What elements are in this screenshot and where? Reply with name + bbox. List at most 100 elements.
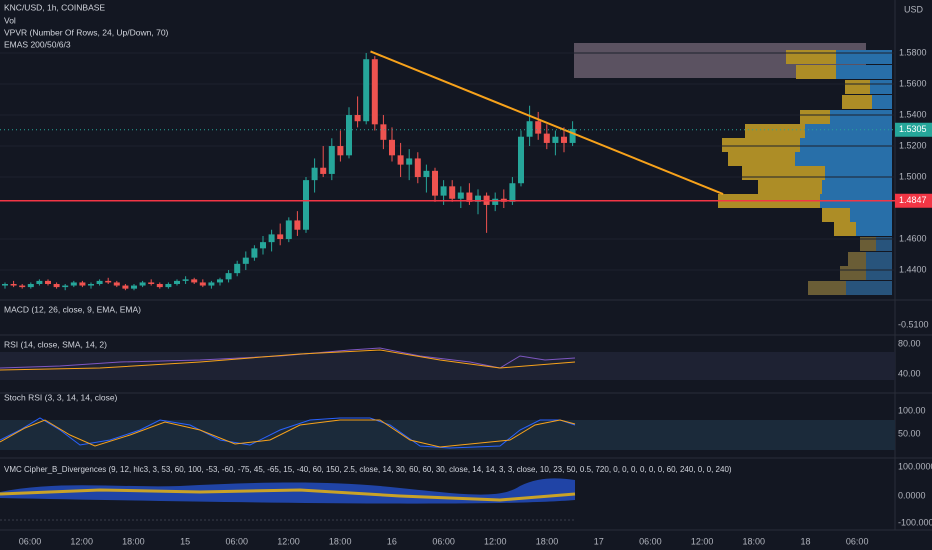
y-tick-label: 1.5800: [899, 47, 927, 57]
pane-scale: 50.00: [898, 428, 921, 438]
candle-body: [10, 283, 17, 286]
candle-body: [165, 283, 172, 288]
candle-body: [225, 273, 232, 280]
profile-row: [800, 138, 892, 152]
pane-scale: 0.0000: [898, 490, 926, 500]
time-label: 18: [800, 536, 810, 546]
currency: USD: [904, 4, 924, 14]
trendline: [370, 50, 724, 196]
candle-body: [88, 283, 94, 286]
profile-row: [842, 95, 872, 109]
profile-row: [786, 50, 836, 64]
candle-body: [509, 183, 516, 202]
pane-title: MACD (12, 26, close, 9, EMA, EMA): [4, 304, 141, 314]
time-label: 18:00: [329, 536, 352, 546]
profile-row: [876, 237, 892, 251]
profile-row: [796, 65, 836, 79]
candle-body: [62, 285, 69, 288]
candle-body: [363, 59, 370, 122]
profile-row: [745, 124, 805, 138]
candle-body: [526, 121, 533, 137]
candle-body: [2, 283, 8, 286]
indicator-label: EMAS 200/50/6/3: [4, 39, 71, 49]
stoch-band: [0, 420, 895, 450]
y-tick-label: 1.4400: [899, 264, 927, 274]
candle-body: [251, 248, 258, 258]
symbol: KNC/USD, 1h, COINBASE: [4, 2, 105, 12]
time-label: 12:00: [484, 536, 507, 546]
candle-body: [217, 279, 223, 283]
candle-body: [354, 115, 361, 122]
candle-body: [337, 146, 344, 156]
profile-row: [836, 65, 892, 79]
candle-body: [320, 167, 327, 174]
y-tick-label: 1.5000: [899, 171, 927, 181]
y-tick-label: 1.5400: [899, 109, 927, 119]
price-tag-label: 1.4847: [899, 195, 927, 205]
pane-scale: 100.00: [898, 405, 926, 415]
candle-body: [131, 285, 137, 289]
pane-title: VMC Cipher_B_Divergences (9, 12, hlc3, 3…: [4, 465, 732, 474]
profile-row: [830, 110, 892, 124]
candle-body: [208, 282, 215, 286]
profile-row: [845, 80, 870, 94]
candle-body: [36, 280, 43, 284]
indicator-label: VPVR (Number Of Rows, 24, Up/Down, 70): [4, 27, 169, 37]
profile-row: [872, 95, 892, 109]
money-flow: [0, 488, 576, 502]
profile-row: [808, 281, 846, 295]
profile-row: [742, 166, 825, 180]
pane-scale: 100.0000: [898, 461, 932, 471]
candle-body: [397, 155, 404, 165]
profile-row: [846, 281, 892, 295]
profile-row: [866, 266, 892, 280]
time-label: 06:00: [226, 536, 249, 546]
y-tick-label: 1.5200: [899, 140, 927, 150]
candle-body: [294, 220, 301, 230]
candle-body: [432, 170, 438, 196]
pane-scale: -0.5100: [898, 319, 929, 329]
time-label: 18:00: [743, 536, 766, 546]
candle-body: [389, 139, 395, 156]
pane-scale: -100.0000: [898, 517, 932, 527]
price-tag: [895, 193, 932, 208]
pane-title: RSI (14, close, SMA, 14, 2): [4, 339, 107, 349]
time-label: 06:00: [432, 536, 455, 546]
candle-body: [53, 283, 60, 288]
profile-row: [870, 80, 892, 94]
pane-title: Stoch RSI (3, 3, 14, 14, close): [4, 392, 118, 402]
price-tag: [895, 122, 932, 137]
candle-body: [113, 282, 120, 286]
time-label: 18:00: [536, 536, 559, 546]
rsi-ma: [0, 349, 576, 371]
candle-body: [70, 282, 77, 286]
candle-body: [27, 283, 34, 288]
stoch-d: [0, 419, 576, 448]
candle-body: [492, 198, 499, 205]
candle-body: [475, 195, 481, 202]
time-label: 12:00: [277, 536, 300, 546]
candle-body: [328, 146, 335, 174]
profile-row: [848, 252, 866, 266]
candle-body: [440, 186, 447, 196]
candle-body: [122, 285, 129, 289]
profile-row: [805, 124, 892, 138]
candle-body: [156, 283, 163, 288]
profile-row: [850, 208, 892, 222]
profile-row: [834, 222, 856, 236]
profile-row: [758, 180, 822, 194]
price-pane: [0, 50, 895, 291]
time-label: 15: [180, 536, 190, 546]
candle-body: [561, 136, 567, 143]
profile-row: [836, 50, 892, 64]
candle-body: [199, 282, 206, 286]
y-tick-label: 1.4600: [899, 233, 927, 243]
profile-row: [800, 110, 830, 124]
candle-body: [552, 136, 559, 143]
time-label: 12:00: [70, 536, 93, 546]
candle-body: [285, 220, 292, 240]
time-label: 18:00: [122, 536, 145, 546]
time-label: 17: [594, 536, 604, 546]
candle-body: [466, 192, 473, 202]
rsi-line: [0, 347, 576, 369]
